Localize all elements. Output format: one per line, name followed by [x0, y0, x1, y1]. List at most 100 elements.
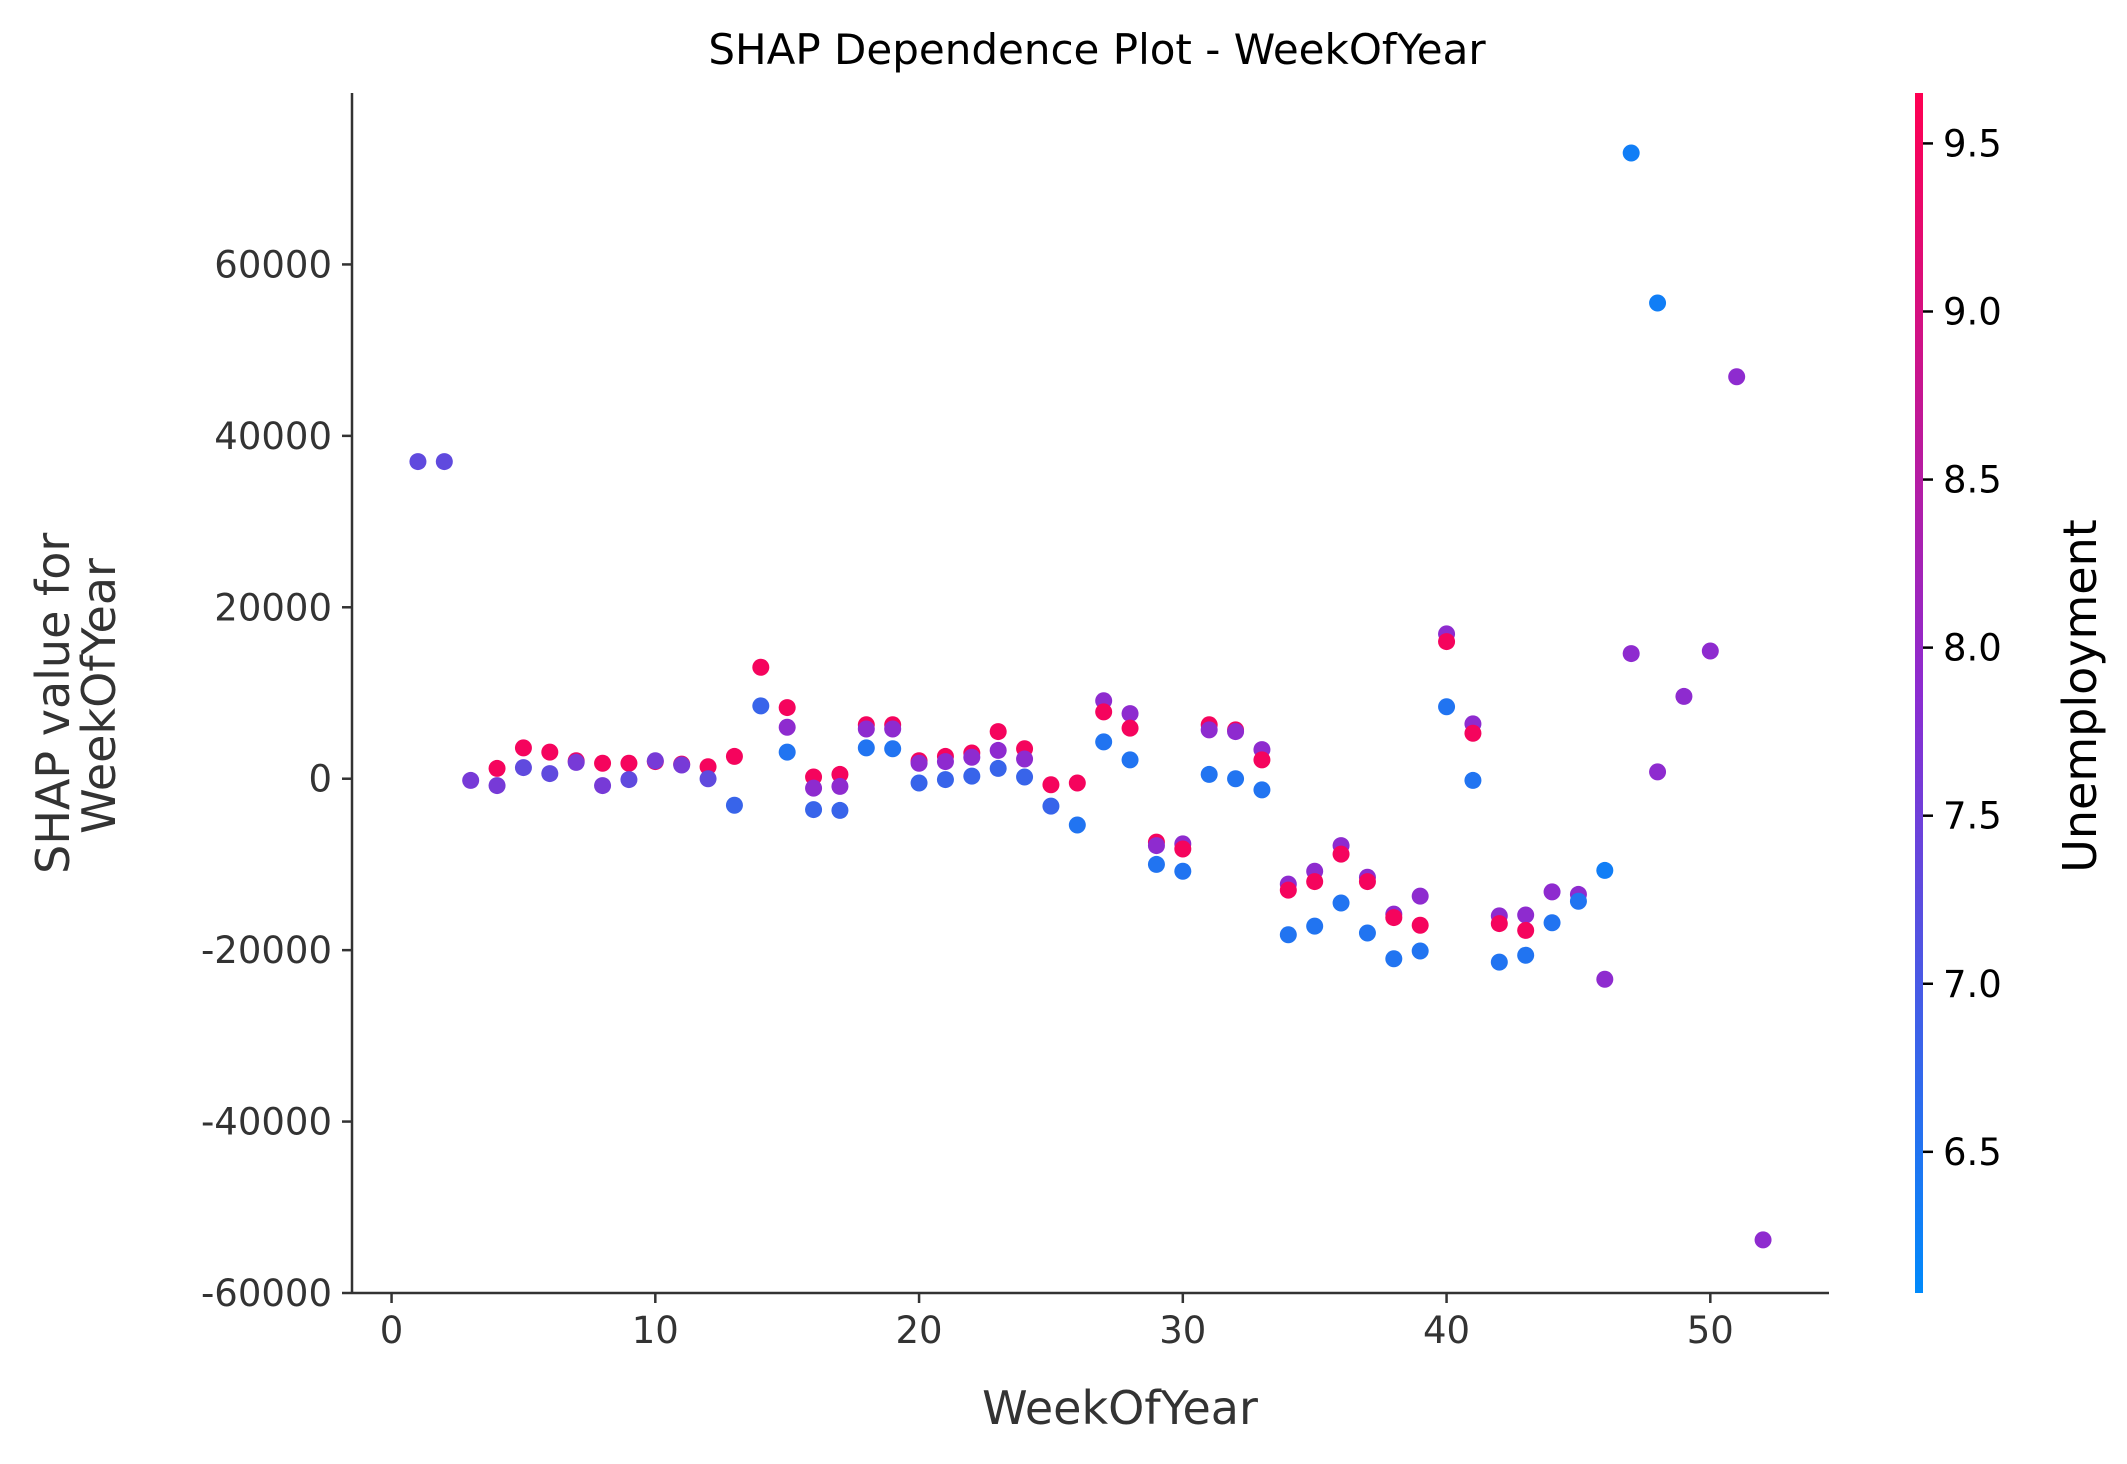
- y-tick-label: 40000: [214, 415, 332, 458]
- y-tick-label: -20000: [201, 929, 332, 972]
- data-points: [409, 144, 1772, 1249]
- data-point: [1042, 797, 1060, 815]
- data-point: [1068, 816, 1086, 834]
- colorbar-ticks: 6.5 7.0 7.5 8.0 8.5 9.0 9.5: [1923, 122, 2002, 1174]
- data-point: [1438, 633, 1456, 651]
- data-point: [1042, 776, 1060, 794]
- colorbar-title: Unemployment: [2053, 519, 2107, 873]
- data-point: [699, 770, 717, 788]
- data-point: [752, 658, 770, 676]
- data-point: [541, 765, 559, 783]
- data-point: [1095, 703, 1113, 721]
- colorbar-tick-label: 9.0: [1943, 290, 2002, 333]
- data-point: [1279, 881, 1297, 899]
- data-point: [1569, 892, 1587, 910]
- data-point: [1332, 845, 1350, 863]
- data-point: [1464, 724, 1482, 742]
- data-point: [1016, 750, 1034, 768]
- data-point: [620, 754, 638, 772]
- y-tick-label: 20000: [214, 586, 332, 629]
- y-axis-title: SHAP value for WeekOfYear: [26, 518, 126, 874]
- data-point: [1200, 721, 1218, 739]
- y-tick-label: -40000: [201, 1101, 332, 1144]
- data-point: [1385, 950, 1403, 968]
- colorbar-tick-label: 7.5: [1943, 795, 2002, 838]
- data-point: [620, 771, 638, 789]
- data-point: [1174, 862, 1192, 880]
- data-point: [1622, 144, 1640, 162]
- data-point: [1701, 642, 1719, 660]
- data-point: [567, 753, 585, 771]
- data-point: [1438, 698, 1456, 716]
- data-point: [1596, 861, 1614, 879]
- y-tick-label: 60000: [214, 243, 332, 286]
- data-point: [594, 754, 612, 772]
- data-point: [514, 739, 532, 757]
- data-point: [1517, 946, 1535, 964]
- data-point: [1147, 837, 1165, 855]
- data-point: [857, 720, 875, 738]
- data-point: [884, 720, 902, 738]
- x-tick-label: 30: [1159, 1309, 1206, 1352]
- data-point: [541, 743, 559, 761]
- colorbar-tick-label: 7.0: [1943, 963, 2002, 1006]
- y-axis-title-line-2: WeekOfYear: [72, 558, 126, 834]
- data-point: [1385, 909, 1403, 927]
- data-point: [1121, 751, 1139, 769]
- data-point: [1517, 921, 1535, 939]
- data-point: [963, 767, 981, 785]
- data-point: [1121, 719, 1139, 737]
- data-point: [989, 723, 1007, 741]
- data-point: [1649, 294, 1667, 312]
- data-point: [831, 777, 849, 795]
- data-point: [1121, 705, 1139, 723]
- data-point: [1754, 1231, 1772, 1249]
- data-point: [1068, 774, 1086, 792]
- data-point: [1358, 873, 1376, 891]
- data-point: [805, 801, 823, 819]
- data-point: [725, 796, 743, 814]
- data-point: [1227, 723, 1245, 741]
- data-point: [699, 758, 717, 776]
- data-point: [1622, 645, 1640, 663]
- data-point: [910, 774, 928, 792]
- data-point: [462, 771, 480, 789]
- data-point: [1306, 917, 1324, 935]
- data-point: [884, 740, 902, 758]
- data-point: [1200, 765, 1218, 783]
- data-point: [831, 801, 849, 819]
- data-point: [831, 765, 849, 783]
- data-point: [752, 697, 770, 715]
- data-point: [1411, 916, 1429, 934]
- data-point: [778, 743, 796, 761]
- data-point: [1095, 733, 1113, 751]
- x-tick-label: 40: [1423, 1309, 1470, 1352]
- data-point: [1411, 887, 1429, 905]
- data-point: [1675, 687, 1693, 705]
- colorbar: 6.5 7.0 7.5 8.0 8.5 9.0 9.5 Unemployment: [1915, 93, 2107, 1293]
- data-point: [1016, 768, 1034, 786]
- plot-area: 0 10 20 30 40 50 -60000 -40000 -20000 0 20000 4000…: [201, 93, 1829, 1352]
- colorbar-tick-label: 8.0: [1943, 627, 2002, 670]
- data-point: [1227, 770, 1245, 788]
- data-point: [1174, 840, 1192, 858]
- data-point: [1464, 771, 1482, 789]
- data-point: [1306, 873, 1324, 891]
- data-point: [1411, 942, 1429, 960]
- data-point: [1649, 763, 1667, 781]
- data-point: [936, 753, 954, 771]
- data-point: [778, 718, 796, 736]
- chart-title: SHAP Dependence Plot - WeekOfYear: [708, 25, 1486, 74]
- x-axis-title: WeekOfYear: [982, 1381, 1258, 1435]
- data-point: [778, 699, 796, 717]
- x-tick-label: 0: [380, 1309, 404, 1352]
- data-point: [488, 759, 506, 777]
- colorbar-tick-label: 6.5: [1943, 1131, 2002, 1174]
- x-tick-label: 20: [896, 1309, 943, 1352]
- data-point: [514, 759, 532, 777]
- data-point: [1147, 855, 1165, 873]
- x-tick-label: 10: [632, 1309, 679, 1352]
- data-point: [989, 741, 1007, 759]
- y-axis-title-line-1: SHAP value for: [26, 533, 80, 874]
